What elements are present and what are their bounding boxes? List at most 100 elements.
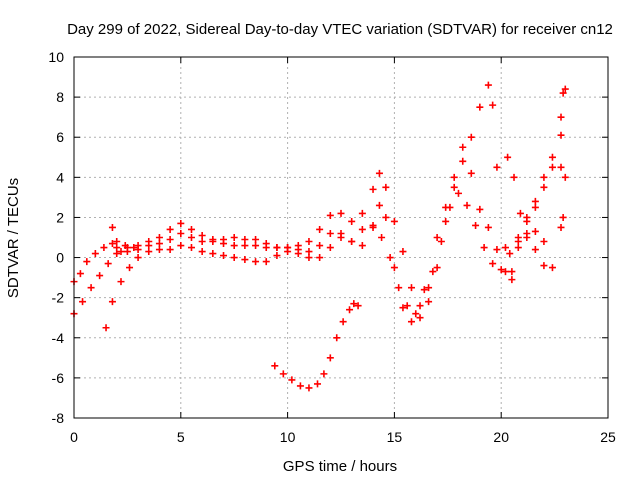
data-point xyxy=(561,85,569,93)
data-point xyxy=(476,103,484,111)
data-point xyxy=(100,244,108,252)
series-trace-a xyxy=(70,81,565,310)
data-point xyxy=(467,133,475,141)
data-point xyxy=(433,264,441,272)
data-point xyxy=(561,173,569,181)
data-point xyxy=(117,278,125,286)
data-point xyxy=(316,254,324,262)
data-point xyxy=(557,113,565,121)
grid xyxy=(74,57,608,418)
x-tick-label: 20 xyxy=(493,429,509,445)
data-point xyxy=(407,284,415,292)
data-point xyxy=(358,242,366,250)
data-point xyxy=(510,173,518,181)
data-point xyxy=(284,248,292,256)
data-point xyxy=(399,248,407,256)
data-point xyxy=(450,183,458,191)
data-point xyxy=(326,229,334,237)
data-point xyxy=(548,163,556,171)
data-point xyxy=(442,217,450,225)
data-point xyxy=(437,238,445,246)
data-point xyxy=(420,286,428,294)
data-point xyxy=(375,201,383,209)
data-point xyxy=(339,318,347,326)
data-point xyxy=(531,246,539,254)
y-tick-label: 8 xyxy=(56,89,64,105)
y-tick-label: 6 xyxy=(56,129,64,145)
data-point xyxy=(316,242,324,250)
y-axis-title: SDTVAR / TECUs xyxy=(5,178,22,298)
data-point xyxy=(326,244,334,252)
data-point xyxy=(121,242,129,250)
data-point xyxy=(540,183,548,191)
data-point xyxy=(459,157,467,165)
x-tick-label: 5 xyxy=(177,429,185,445)
data-point xyxy=(433,234,441,241)
data-point xyxy=(134,242,142,250)
data-point xyxy=(459,143,467,151)
data-point xyxy=(382,183,390,191)
data-point xyxy=(326,211,334,219)
data-point xyxy=(399,304,407,312)
data-point xyxy=(412,310,420,318)
data-point xyxy=(484,223,492,231)
data-point xyxy=(262,258,270,266)
plot-frame xyxy=(73,56,609,419)
data-point xyxy=(166,236,174,244)
data-point xyxy=(104,260,112,268)
data-point xyxy=(493,246,501,254)
series-trace-g xyxy=(108,223,138,256)
data-point xyxy=(198,231,206,239)
data-point xyxy=(220,236,228,244)
data-point xyxy=(395,284,403,292)
data-point xyxy=(155,246,163,254)
data-point xyxy=(198,238,206,246)
series-trace-f xyxy=(557,85,569,231)
data-point xyxy=(252,242,260,250)
data-point xyxy=(557,223,565,231)
data-point xyxy=(346,306,354,314)
data-point xyxy=(429,268,437,276)
data-point xyxy=(113,244,121,252)
data-point xyxy=(305,248,313,256)
data-point xyxy=(348,217,356,225)
data-point xyxy=(209,236,217,244)
series-trace-b xyxy=(70,143,556,326)
x-tick-label: 25 xyxy=(600,429,616,445)
data-point xyxy=(489,260,497,268)
y-tick-label: -2 xyxy=(52,290,65,306)
data-point xyxy=(145,248,153,256)
data-point xyxy=(348,238,356,246)
data-point xyxy=(296,382,304,390)
data-point xyxy=(516,209,524,217)
data-point xyxy=(523,234,531,241)
data-point xyxy=(102,324,110,332)
data-point xyxy=(557,163,565,171)
data-point xyxy=(326,354,334,362)
data-point xyxy=(416,314,424,322)
data-point xyxy=(407,318,415,326)
data-point xyxy=(113,238,121,246)
data-point xyxy=(316,225,324,233)
y-tick-label: -4 xyxy=(52,330,65,346)
data-point xyxy=(446,203,454,211)
x-tick-label: 0 xyxy=(70,429,78,445)
data-point xyxy=(230,242,238,250)
y-tick-label: 2 xyxy=(56,209,64,225)
data-point xyxy=(476,205,484,213)
data-point xyxy=(76,270,84,278)
data-point xyxy=(514,234,522,241)
data-point xyxy=(108,223,116,231)
data-point xyxy=(390,217,398,225)
data-point xyxy=(305,384,313,392)
data-point xyxy=(540,238,548,246)
data-point xyxy=(230,254,238,262)
data-point xyxy=(198,248,206,256)
data-point xyxy=(484,81,492,89)
data-point xyxy=(390,264,398,272)
data-point xyxy=(508,268,516,276)
data-point xyxy=(187,244,195,252)
series-trace-c xyxy=(102,189,556,332)
x-tick-labels: 0 5 10 15 20 25 xyxy=(70,429,616,445)
